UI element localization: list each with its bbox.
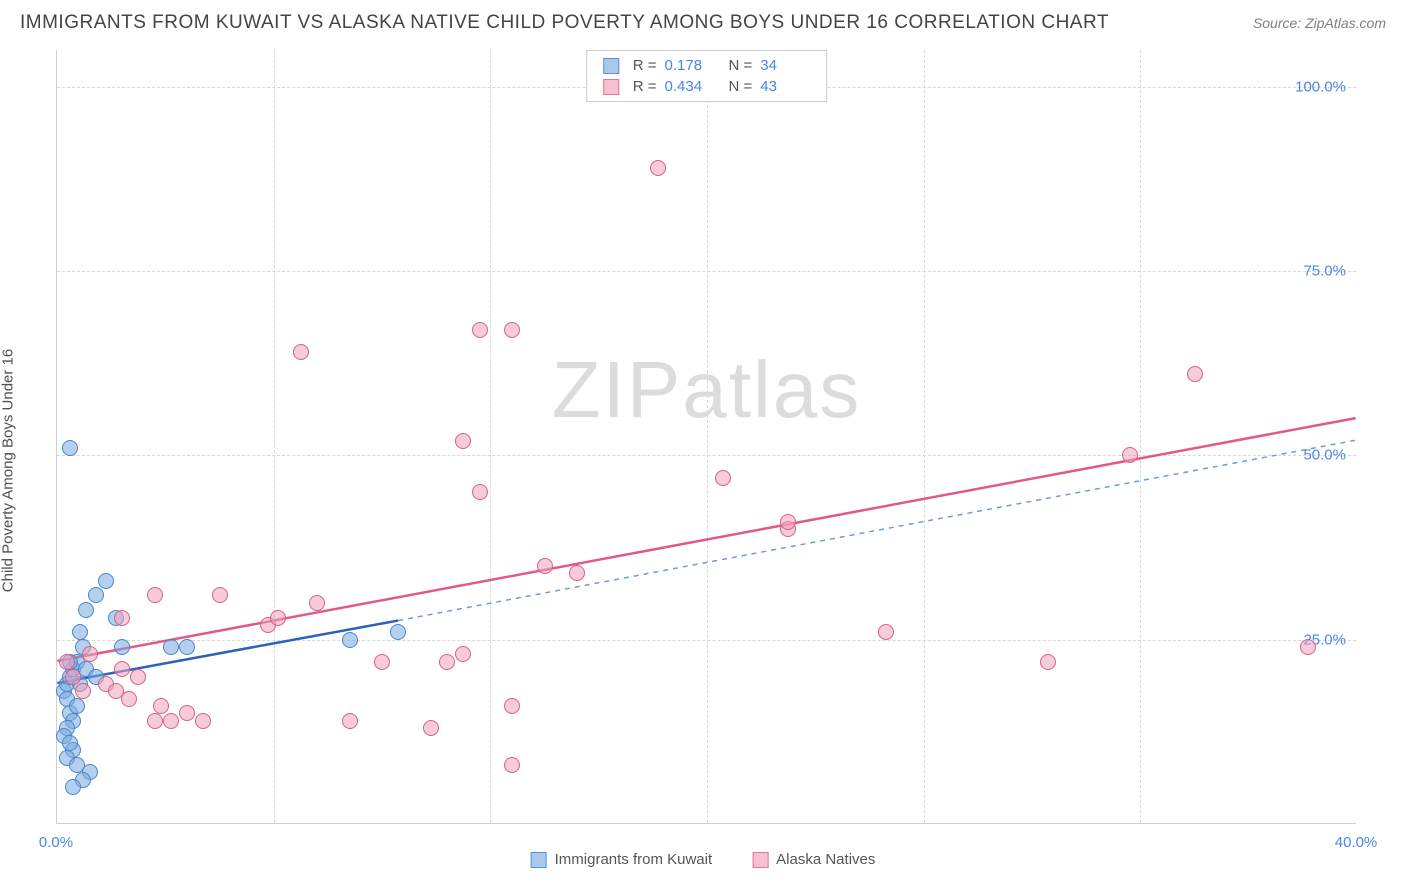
data-point-kuwait [72, 624, 88, 640]
trend-line [57, 621, 398, 684]
data-point-alaska [212, 587, 228, 603]
gridline-v [1140, 50, 1141, 823]
data-point-alaska [504, 698, 520, 714]
data-point-alaska [130, 669, 146, 685]
gridline-v [707, 50, 708, 823]
legend-label: Alaska Natives [776, 851, 875, 868]
data-point-alaska [153, 698, 169, 714]
stats-row: R = 0.434 N = 43 [603, 76, 811, 97]
legend-swatch-icon [531, 852, 547, 868]
legend-label: Immigrants from Kuwait [555, 851, 713, 868]
data-point-kuwait [98, 573, 114, 589]
legend-item: Immigrants from Kuwait [531, 851, 713, 868]
data-point-alaska [472, 484, 488, 500]
data-point-alaska [569, 565, 585, 581]
gridline-h [57, 640, 1356, 641]
data-point-alaska [75, 683, 91, 699]
data-point-alaska [114, 661, 130, 677]
data-point-alaska [114, 610, 130, 626]
data-point-alaska [878, 624, 894, 640]
stat-n-label: N = [729, 57, 753, 74]
stat-n-value: 43 [760, 78, 810, 95]
data-point-alaska [455, 646, 471, 662]
data-point-alaska [163, 713, 179, 729]
data-point-alaska [342, 713, 358, 729]
data-point-alaska [1122, 447, 1138, 463]
data-point-alaska [59, 654, 75, 670]
data-point-alaska [65, 669, 81, 685]
data-point-alaska [650, 160, 666, 176]
legend-item: Alaska Natives [752, 851, 875, 868]
data-point-alaska [147, 713, 163, 729]
data-point-kuwait [65, 779, 81, 795]
x-tick-label: 40.0% [1335, 834, 1378, 851]
data-point-kuwait [390, 624, 406, 640]
data-point-kuwait [78, 602, 94, 618]
data-point-alaska [537, 558, 553, 574]
chart-source: Source: ZipAtlas.com [1253, 15, 1386, 31]
stat-r-label: R = [633, 57, 657, 74]
gridline-h [57, 271, 1356, 272]
chart-title: IMMIGRANTS FROM KUWAIT VS ALASKA NATIVE … [20, 12, 1109, 34]
chart-container: Child Poverty Among Boys Under 16 ZIPatl… [0, 42, 1406, 882]
data-point-alaska [780, 514, 796, 530]
stats-legend-box: R = 0.178 N = 34 R = 0.434 N = 43 [586, 50, 828, 102]
data-point-alaska [195, 713, 211, 729]
data-point-alaska [121, 691, 137, 707]
gridline-v [490, 50, 491, 823]
data-point-alaska [423, 720, 439, 736]
series-legend: Immigrants from Kuwait Alaska Natives [531, 851, 876, 868]
data-point-alaska [374, 654, 390, 670]
data-point-alaska [439, 654, 455, 670]
data-point-alaska [1187, 366, 1203, 382]
stats-row: R = 0.178 N = 34 [603, 55, 811, 76]
data-point-kuwait [179, 639, 195, 655]
legend-swatch-icon [752, 852, 768, 868]
data-point-alaska [179, 705, 195, 721]
y-axis-label: Child Poverty Among Boys Under 16 [0, 349, 17, 592]
data-point-alaska [1300, 639, 1316, 655]
data-point-kuwait [62, 735, 78, 751]
data-point-alaska [293, 344, 309, 360]
data-point-alaska [472, 322, 488, 338]
data-point-alaska [1040, 654, 1056, 670]
data-point-alaska [504, 322, 520, 338]
stat-r-value: 0.178 [665, 57, 715, 74]
gridline-v [924, 50, 925, 823]
data-point-alaska [147, 587, 163, 603]
stats-swatch-icon [603, 58, 619, 74]
y-tick-label: 75.0% [1303, 263, 1346, 280]
stats-swatch-icon [603, 79, 619, 95]
stat-r-value: 0.434 [665, 78, 715, 95]
data-point-kuwait [88, 587, 104, 603]
data-point-alaska [82, 646, 98, 662]
stat-n-value: 34 [760, 57, 810, 74]
data-point-kuwait [163, 639, 179, 655]
data-point-alaska [715, 470, 731, 486]
stat-n-label: N = [729, 78, 753, 95]
data-point-alaska [309, 595, 325, 611]
chart-header: IMMIGRANTS FROM KUWAIT VS ALASKA NATIVE … [0, 0, 1406, 42]
data-point-kuwait [69, 698, 85, 714]
stat-r-label: R = [633, 78, 657, 95]
y-tick-label: 100.0% [1295, 78, 1346, 95]
data-point-kuwait [114, 639, 130, 655]
data-point-kuwait [342, 632, 358, 648]
data-point-kuwait [62, 440, 78, 456]
x-tick-label: 0.0% [39, 834, 73, 851]
y-tick-label: 50.0% [1303, 447, 1346, 464]
plot-area: ZIPatlas R =0.178N =34R =0.434N =43 25.0… [56, 50, 1356, 824]
data-point-alaska [270, 610, 286, 626]
data-point-alaska [504, 757, 520, 773]
trend-line [398, 440, 1356, 620]
gridline-h [57, 455, 1356, 456]
gridline-v [274, 50, 275, 823]
data-point-alaska [455, 433, 471, 449]
